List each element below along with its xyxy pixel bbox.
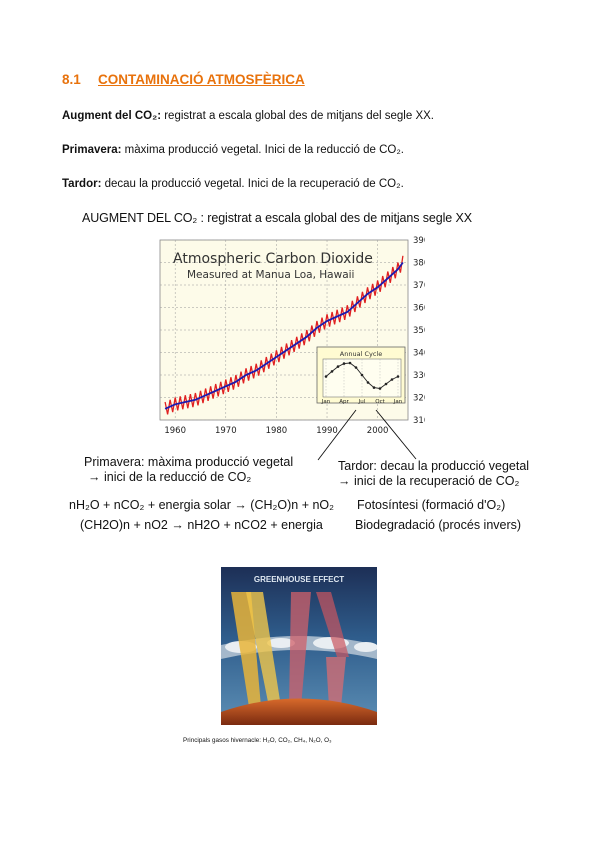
x-tick-label: 1960 bbox=[164, 426, 186, 436]
paragraph-text: decau la producció vegetal. Inici de la … bbox=[101, 178, 404, 190]
solar-radiation-beam bbox=[246, 592, 281, 707]
x-tick-label: 1970 bbox=[215, 426, 237, 436]
paragraph-autumn: Tardor: decau la producció vegetal. Inic… bbox=[62, 178, 404, 190]
cloud bbox=[354, 642, 377, 652]
x-tick-label: 1990 bbox=[316, 426, 338, 436]
biodegradation-equation: (CH2O)n + nO2 → nH2O + nCO2 + energia bbox=[80, 518, 323, 532]
cloud bbox=[267, 638, 295, 648]
inset-series bbox=[324, 361, 400, 390]
inset-point bbox=[360, 373, 364, 377]
section-title: CONTAMINACIÓ ATMOSFÈRICA bbox=[98, 72, 305, 87]
inset-x-tick-label: Oct bbox=[375, 399, 385, 405]
trend-line bbox=[164, 261, 404, 410]
autumn-caption: Tardor: decau la producció vegetal → ini… bbox=[338, 459, 529, 489]
paragraph-co2: Augment del CO₂: registrat a escala glob… bbox=[62, 110, 434, 122]
paragraph-text: màxima producció vegetal. Inici de la re… bbox=[121, 144, 404, 156]
chart-grid bbox=[160, 239, 408, 421]
greenhouse-title: GREENHOUSE EFFECT bbox=[254, 575, 344, 584]
y-tick-label: 320 bbox=[413, 394, 425, 404]
figure-title: AUGMENT DEL CO₂ : registrat a escala glo… bbox=[82, 211, 472, 225]
inset-point bbox=[378, 387, 382, 390]
infrared-radiation-beam bbox=[289, 592, 311, 707]
y-tick-label: 340 bbox=[413, 349, 425, 359]
spring-caption: Primavera: màxima producció vegetal → in… bbox=[84, 455, 293, 485]
inset-point bbox=[396, 375, 400, 378]
photosynthesis-label: Fotosíntesi (formació d'O₂) bbox=[357, 498, 506, 512]
inset-title: Annual Cycle bbox=[340, 350, 382, 358]
x-tick-label: 2000 bbox=[367, 426, 389, 436]
paragraph-label: Augment del CO₂: bbox=[62, 110, 162, 122]
chart-title: Atmospheric Carbon Dioxide bbox=[173, 251, 373, 267]
inset-point bbox=[330, 370, 334, 373]
spring-arrow-line bbox=[317, 409, 357, 461]
paragraph-text: registrat a escala global des de mitjans… bbox=[161, 110, 434, 122]
paragraph-label: Tardor: bbox=[62, 178, 102, 190]
y-tick-label: 380 bbox=[413, 259, 425, 269]
autumn-caption-line2: → inici de la recuperació de CO₂ bbox=[338, 474, 520, 488]
autumn-arrow-line bbox=[375, 409, 417, 460]
section-heading: 8.1 CONTAMINACIÓ ATMOSFÈRICA bbox=[62, 72, 305, 87]
trend-series bbox=[164, 261, 404, 410]
inset-point bbox=[390, 378, 394, 381]
inset-point bbox=[372, 386, 376, 389]
paragraph-label: Primavera: bbox=[62, 144, 122, 156]
photosynthesis-equation: nH₂O + nCO₂ + energia solar → (CH₂O)n + … bbox=[69, 498, 334, 512]
spring-caption-line2: → inici de la reducció de CO₂ bbox=[88, 470, 252, 484]
autumn-caption-line1: Tardor: decau la producció vegetal bbox=[338, 459, 530, 473]
x-axis: 1960 1970 1980 1990 2000 bbox=[164, 426, 388, 436]
inset-x-tick-label: Jan bbox=[321, 399, 331, 405]
annual-cycle-inset: Annual Cycle Jan Apr Jul Oct Jan bbox=[316, 346, 406, 405]
infrared-radiation-beam bbox=[316, 592, 349, 657]
inset-x-tick-label: Apr bbox=[339, 399, 349, 405]
seasonal-line bbox=[164, 255, 404, 415]
y-tick-label: 390 bbox=[413, 236, 425, 246]
inset-point bbox=[342, 362, 346, 365]
infrared-radiation-beam bbox=[326, 657, 346, 707]
inset-point bbox=[348, 361, 352, 365]
earth-surface bbox=[221, 698, 377, 725]
paragraph-spring: Primavera: màxima producció vegetal. Ini… bbox=[62, 144, 404, 156]
seasonal-variation bbox=[164, 255, 404, 415]
y-tick-label: 330 bbox=[413, 371, 425, 381]
greenhouse-caption: Principals gasos hivernacle: H₂O, CO₂, C… bbox=[183, 737, 332, 744]
inset-point bbox=[366, 381, 370, 384]
y-tick-label: 360 bbox=[413, 304, 425, 314]
inset-point bbox=[384, 382, 388, 386]
inset-x-tick-label: Jul bbox=[358, 399, 366, 405]
inset-point bbox=[324, 375, 328, 378]
biodegradation-label: Biodegradació (procés invers) bbox=[355, 518, 522, 532]
y-axis: 310 320 330 340 350 360 370 380 390 bbox=[413, 236, 425, 426]
y-tick-label: 370 bbox=[413, 281, 425, 291]
x-tick-label: 1980 bbox=[266, 426, 288, 436]
inset-x-axis: Jan Apr Jul Oct Jan bbox=[321, 359, 403, 405]
spring-caption-line1: Primavera: màxima producció vegetal bbox=[84, 455, 294, 469]
y-tick-label: 310 bbox=[413, 416, 425, 426]
inset-x-tick-label: Jan bbox=[393, 399, 403, 405]
inset-point bbox=[336, 365, 340, 368]
section-number: 8.1 bbox=[62, 72, 81, 87]
y-tick-label: 350 bbox=[413, 326, 425, 336]
co2-chart: Atmospheric Carbon Dioxide Measured at M… bbox=[159, 236, 425, 436]
chart-subtitle: Measured at Manua Loa, Hawaii bbox=[187, 269, 354, 281]
inset-point bbox=[354, 366, 358, 369]
greenhouse-illustration: GREENHOUSE EFFECT bbox=[221, 567, 377, 725]
